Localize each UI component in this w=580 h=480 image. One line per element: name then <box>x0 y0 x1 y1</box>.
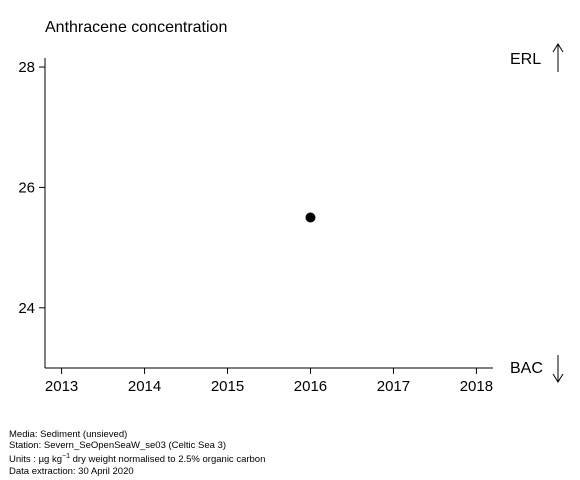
x-tick-label: 2013 <box>45 378 78 395</box>
data-points <box>305 212 316 223</box>
y-tick-label: 28 <box>18 59 35 76</box>
bac-arrowhead-icon <box>552 373 564 383</box>
chart-title: Anthracene concentration <box>45 19 228 36</box>
y-axis-ticks: 24 26 28 <box>18 59 45 317</box>
bac-label: BAC <box>510 360 543 377</box>
y-tick-label: 24 <box>18 300 35 317</box>
x-tick-label: 2014 <box>128 378 161 395</box>
footer-extraction: Data extraction: 30 April 2020 <box>9 465 134 477</box>
erl-arrowhead-icon <box>552 43 564 53</box>
footer-units: Units : µg kg−1 dry weight normalised to… <box>9 453 266 466</box>
x-tick-label: 2018 <box>460 378 493 395</box>
footer-media: Media: Sediment (unsieved) <box>9 429 128 440</box>
erl-label: ERL <box>510 51 542 68</box>
footer-station: Station: Severn_SeOpenSeaW_se03 (Celtic … <box>9 440 227 452</box>
data-point <box>305 212 316 223</box>
x-axis-ticks: 2013 2014 2015 2016 2017 2018 <box>45 368 493 395</box>
x-tick-label: 2015 <box>211 378 244 395</box>
y-tick-label: 26 <box>18 179 35 196</box>
x-tick-label: 2016 <box>294 378 327 395</box>
axes <box>44 58 493 369</box>
reference-arrows <box>552 43 564 383</box>
chart-footer: Media: Sediment (unsieved) Station: Seve… <box>9 429 265 477</box>
x-tick-label: 2017 <box>377 378 410 395</box>
